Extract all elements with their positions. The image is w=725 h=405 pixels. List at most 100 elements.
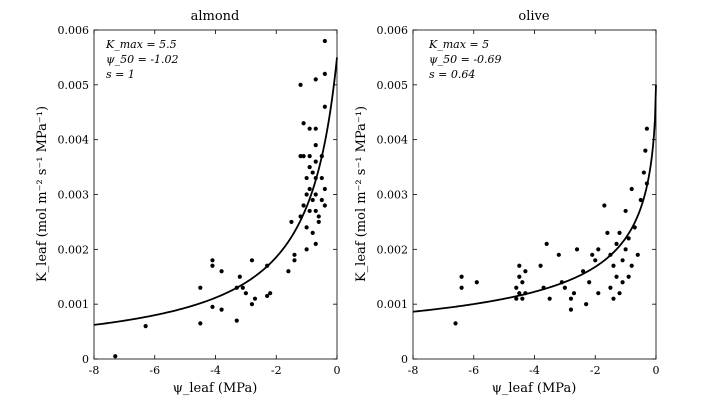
- data-point: [313, 159, 318, 164]
- data-point: [520, 280, 525, 285]
- data-point: [198, 285, 203, 290]
- data-point: [301, 154, 306, 159]
- data-point: [265, 263, 270, 268]
- data-point: [538, 263, 543, 268]
- x-tick-label: 0: [653, 364, 660, 377]
- data-point: [307, 154, 312, 159]
- data-point: [559, 280, 564, 285]
- data-point: [514, 296, 519, 301]
- data-point: [514, 285, 519, 290]
- data-point: [614, 241, 619, 246]
- data-point: [313, 241, 318, 246]
- y-tick-label: 0.001: [377, 298, 409, 311]
- data-point: [268, 291, 273, 296]
- data-point: [322, 203, 327, 208]
- fit-curve-group: [93, 57, 338, 326]
- data-point: [608, 285, 613, 290]
- data-point: [547, 296, 552, 301]
- data-point: [587, 280, 592, 285]
- data-point: [523, 269, 528, 274]
- data-point: [608, 252, 613, 257]
- data-point: [240, 285, 245, 290]
- data-point: [626, 274, 631, 279]
- data-point: [556, 252, 561, 257]
- data-point: [319, 175, 324, 181]
- data-point: [316, 219, 321, 225]
- data-point: [581, 269, 586, 274]
- x-axis-label: ψ_leaf (MPa): [492, 381, 577, 396]
- data-point: [614, 274, 619, 279]
- x-tick-label: -4: [529, 364, 540, 377]
- data-point: [301, 121, 306, 126]
- x-tick-label: -8: [408, 364, 419, 377]
- annotation-kmax: K_max = 5.5: [105, 38, 177, 51]
- data-point: [611, 296, 616, 301]
- data-point: [322, 186, 327, 192]
- data-point: [304, 192, 309, 197]
- y-tick-label: 0.006: [58, 24, 90, 37]
- data-point: [198, 321, 203, 326]
- annotation-kmax: K_max = 5: [428, 38, 489, 51]
- data-point: [568, 296, 574, 301]
- y-tick-label: 0.005: [377, 79, 409, 92]
- data-point: [517, 274, 522, 279]
- data-point: [210, 258, 215, 263]
- x-tick-label: -4: [210, 364, 221, 377]
- data-point: [249, 302, 255, 307]
- data-point: [307, 164, 312, 170]
- data-point: [143, 324, 148, 329]
- y-tick-label: 0.002: [58, 243, 90, 256]
- data-point: [298, 154, 303, 159]
- data-point: [623, 247, 628, 252]
- annotation-psi50: ψ_50 = -0.69: [429, 53, 502, 66]
- data-point: [304, 225, 309, 230]
- data-point: [574, 247, 580, 252]
- data-point: [298, 214, 303, 219]
- data-point: [544, 241, 549, 246]
- data-point: [307, 208, 312, 214]
- data-point: [265, 293, 270, 299]
- data-point: [304, 247, 309, 252]
- data-point: [313, 143, 318, 148]
- data-point: [635, 252, 640, 257]
- y-tick-label: 0: [401, 353, 408, 366]
- data-point: [313, 192, 318, 197]
- data-point: [219, 307, 224, 312]
- fit-curve: [412, 84, 657, 313]
- x-tick-label: -6: [468, 364, 479, 377]
- y-ticks: 0 0.001 0.002 0.003 0.004 0.005 0.006: [58, 24, 337, 366]
- data-point: [605, 230, 610, 235]
- data-point: [644, 181, 649, 186]
- data-point: [641, 170, 646, 175]
- data-point: [474, 280, 479, 285]
- data-point: [292, 252, 297, 257]
- y-tick-label: 0.003: [377, 189, 409, 202]
- data-point: [298, 82, 303, 87]
- data-point: [459, 285, 464, 290]
- data-point: [629, 263, 634, 268]
- data-point: [541, 285, 546, 290]
- data-point: [313, 208, 318, 214]
- data-point: [596, 291, 601, 296]
- data-point: [620, 280, 625, 285]
- fit-curve: [93, 57, 338, 326]
- data-point: [584, 302, 589, 307]
- y-ticks: 0 0.001 0.002 0.003 0.004 0.005 0.006: [377, 24, 656, 366]
- annotation-psi50: ψ_50 = -1.02: [106, 53, 179, 66]
- data-points: [113, 38, 327, 359]
- data-point: [210, 263, 215, 268]
- data-point: [319, 154, 324, 159]
- data-point: [638, 197, 643, 203]
- data-point: [307, 126, 312, 131]
- y-tick-label: 0.004: [377, 134, 409, 147]
- x-tick-label: -6: [149, 364, 160, 377]
- y-tick-label: 0.002: [377, 243, 409, 256]
- data-point: [234, 318, 239, 323]
- data-point: [590, 252, 595, 257]
- y-axis-label: K_leaf (mol m⁻² s⁻¹ MPa⁻¹): [354, 106, 369, 282]
- almond-panel: almond -8 -6 -4 -2 0 0 0.001 0.002 0.003 0.004 0.…: [35, 9, 341, 396]
- data-point: [611, 263, 616, 268]
- y-tick-label: 0.003: [58, 189, 90, 202]
- data-point: [322, 71, 327, 76]
